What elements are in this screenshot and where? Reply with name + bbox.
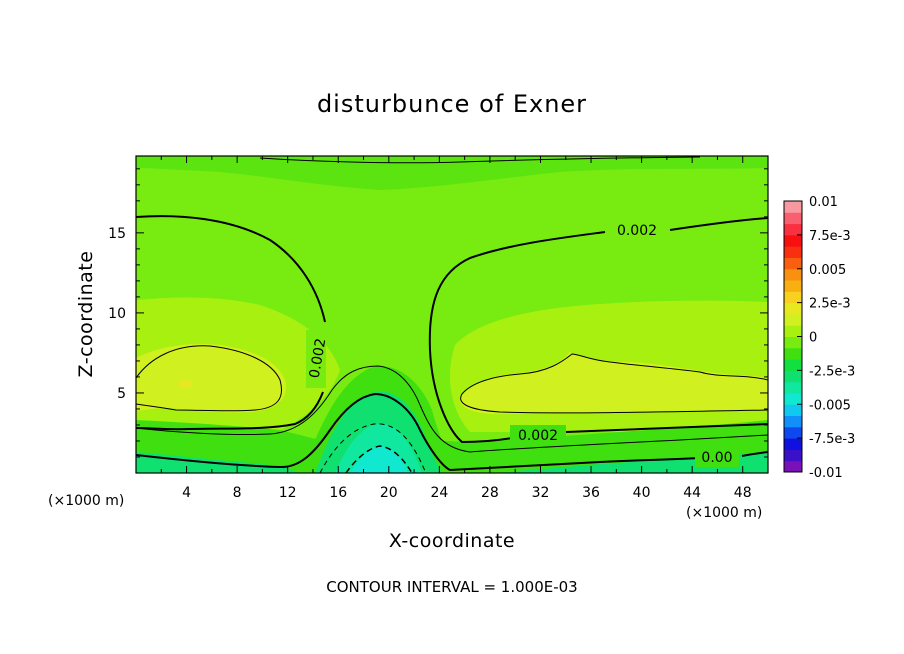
colorbar-swatch xyxy=(784,381,802,394)
x-tick-label: 24 xyxy=(430,485,448,501)
contour-label-zero: 0.00 xyxy=(701,450,732,466)
colorbar-swatch xyxy=(784,336,802,349)
x-tick-label: 36 xyxy=(582,485,600,501)
contour-interval-note: CONTOUR INTERVAL = 1.000E-03 xyxy=(326,578,577,596)
y-axis-label: Z-coordinate xyxy=(75,251,97,378)
colorbar-swatch xyxy=(784,370,802,383)
contour-0-middle xyxy=(136,392,768,472)
colorbar-label: -0.005 xyxy=(809,398,851,413)
x-tick-label: 40 xyxy=(633,485,651,501)
contour-labels: 0.002 0.002 0.00 0.002 xyxy=(306,219,739,467)
colorbar-swatch xyxy=(784,302,802,315)
colorbar-swatch xyxy=(784,325,802,337)
colorbar-swatch xyxy=(784,404,802,417)
contour-label-right-top: 0.002 xyxy=(617,223,657,239)
colorbar-swatch xyxy=(784,201,802,213)
x-unit-left: (×1000 m) xyxy=(48,493,124,509)
y-tick-label: 15 xyxy=(108,226,126,242)
x-unit-right: (×1000 m) xyxy=(686,505,762,521)
contour-label-bg xyxy=(695,447,739,467)
contour-0.002-right xyxy=(428,217,768,444)
field-surface-negative xyxy=(136,452,768,473)
contour-label-bg xyxy=(306,330,326,388)
contour-0.001-middle xyxy=(136,365,768,453)
colorbar-label: 0.01 xyxy=(809,195,838,210)
colorbar-swatch xyxy=(784,257,802,270)
contour-0.003-right xyxy=(460,353,768,414)
colorbar-swatch xyxy=(784,392,802,405)
contour-neg0.002 xyxy=(345,445,413,473)
field-left-max-region xyxy=(136,344,286,413)
contour-top-band xyxy=(259,156,701,164)
x-axis: 4 8 12 16 20 24 28 32 36 40 44 48 xyxy=(160,156,752,501)
contour-0.002-left xyxy=(136,215,326,431)
colorbar-swatch xyxy=(784,347,802,360)
field-central-dome-innermost xyxy=(350,446,408,473)
contour-label-bg xyxy=(608,219,666,239)
colorbar-swatch xyxy=(784,234,802,247)
contour-label-bg xyxy=(510,425,566,445)
field-top-band xyxy=(136,156,768,190)
colorbar-label: -2.5e-3 xyxy=(809,364,855,379)
x-tick-label: 4 xyxy=(182,485,191,501)
colorbar-swatch xyxy=(784,415,802,428)
colorbar-swatch xyxy=(784,280,802,292)
chart-title: disturbunce of Exner xyxy=(317,90,587,118)
x-tick-label: 16 xyxy=(329,485,347,501)
contour-neg0.001 xyxy=(319,423,427,473)
colorbar-swatch xyxy=(784,359,802,371)
colorbar-swatch xyxy=(784,438,802,450)
colorbar-swatch xyxy=(784,313,802,326)
x-tick-label: 32 xyxy=(532,485,550,501)
colorbar-label: 0.005 xyxy=(809,263,846,278)
y-tick-label: 5 xyxy=(117,386,126,402)
field-right-max-region xyxy=(460,352,768,414)
colorbar-label: 0 xyxy=(809,331,817,346)
contour-label-right-bottom: 0.002 xyxy=(518,428,558,444)
plot-frame xyxy=(135,155,769,474)
colorbar-swatch xyxy=(784,449,802,462)
x-tick-label: 48 xyxy=(734,485,752,501)
x-tick-label: 8 xyxy=(233,485,242,501)
y-tick-label: 10 xyxy=(108,306,126,322)
x-tick-label: 44 xyxy=(683,485,701,501)
contour-0.003-left xyxy=(136,345,282,412)
colorbar: 0.01 7.5e-3 0.005 2.5e-3 0 -2.5e-3 -0.005 -7.5e… xyxy=(783,195,855,481)
x-tick-label: 28 xyxy=(481,485,499,501)
x-tick-label: 12 xyxy=(279,485,297,501)
field-maximum-point xyxy=(178,380,192,388)
colorbar-label: -0.01 xyxy=(809,466,843,481)
colorbar-swatch xyxy=(784,268,802,281)
y-axis: 5 10 15 xyxy=(108,168,768,458)
colorbar-label: -7.5e-3 xyxy=(809,432,855,447)
contour-field xyxy=(136,156,768,473)
colorbar-swatch xyxy=(784,291,802,304)
colorbar-label: 7.5e-3 xyxy=(809,229,851,244)
x-axis-label: X-coordinate xyxy=(389,530,515,552)
colorbar-swatch xyxy=(784,212,802,225)
x-tick-label: 20 xyxy=(380,485,398,501)
contour-label-left: 0.002 xyxy=(307,337,330,379)
colorbar-swatch xyxy=(784,426,802,439)
colorbar-swatch xyxy=(784,460,802,473)
colorbar-label: 2.5e-3 xyxy=(809,297,851,312)
contour-lines xyxy=(136,156,768,473)
colorbar-swatch xyxy=(784,246,802,258)
colorbar-swatch xyxy=(784,223,802,236)
